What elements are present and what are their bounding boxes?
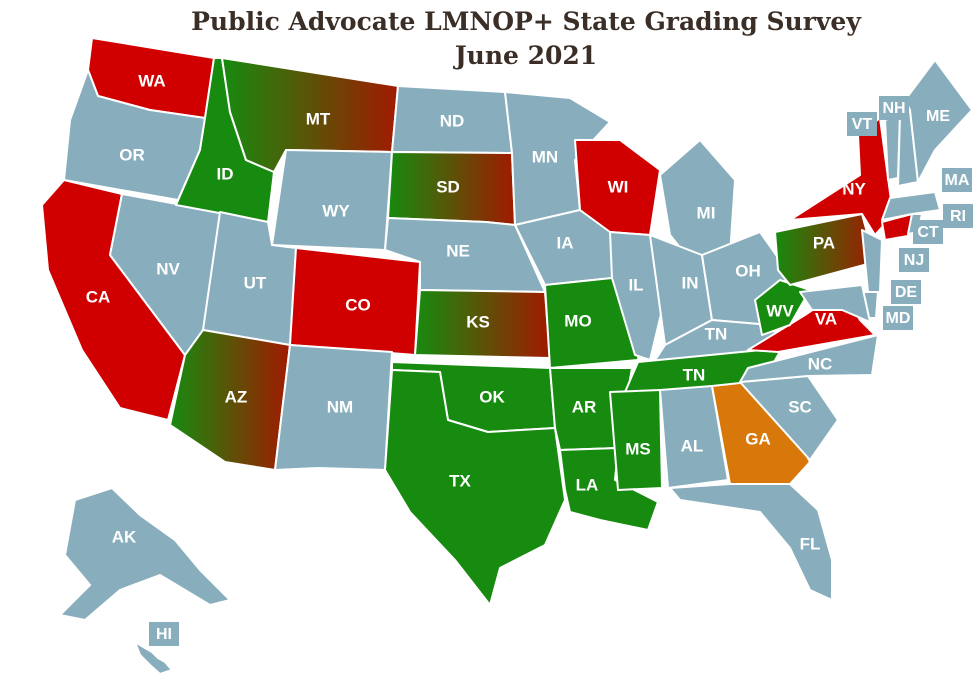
- state-ms[interactable]: [609, 389, 663, 491]
- label-box-bg: [879, 96, 909, 120]
- state-sd[interactable]: [387, 151, 516, 226]
- state-label-box-nj: NJ: [899, 248, 929, 272]
- map-title: Public Advocate LMNOP+ State Grading Sur…: [191, 7, 861, 36]
- state-wv[interactable]: [754, 279, 811, 336]
- state-label-box-md: MD: [883, 306, 913, 330]
- state-label-vt: VT: [852, 116, 873, 133]
- state-ak[interactable]: [59, 487, 231, 621]
- state-al[interactable]: [659, 385, 729, 489]
- label-box-bg: [942, 168, 972, 192]
- state-label-de: DE: [895, 284, 918, 301]
- state-pa[interactable]: [774, 213, 876, 286]
- state-label-ma: MA: [945, 172, 970, 189]
- state-wy[interactable]: [271, 149, 393, 251]
- state-nd[interactable]: [391, 85, 513, 154]
- state-label-box-nh: NH: [879, 96, 909, 120]
- state-label-box-me: ME: [923, 104, 953, 128]
- state-az[interactable]: [169, 329, 291, 471]
- label-box-bg: [847, 112, 877, 136]
- state-nj[interactable]: [861, 229, 883, 293]
- state-label-box-ri: RI: [943, 204, 973, 228]
- state-hi[interactable]: [134, 641, 173, 675]
- state-md[interactable]: [799, 284, 871, 323]
- label-box-bg: [899, 248, 929, 272]
- label-box-bg: [943, 204, 973, 228]
- state-nc[interactable]: [739, 334, 879, 383]
- label-box-bg: [149, 622, 179, 646]
- state-mi[interactable]: [659, 139, 736, 261]
- map-subtitle: June 2021: [454, 41, 598, 70]
- state-tx[interactable]: [384, 369, 566, 606]
- label-box-bg: [883, 306, 913, 330]
- state-label-me: ME: [926, 108, 950, 125]
- state-label-box-vt: VT: [847, 112, 877, 136]
- label-box-bg: [913, 220, 943, 244]
- state-ma[interactable]: [881, 191, 941, 221]
- state-nm[interactable]: [274, 344, 393, 471]
- state-label-box-ma: MA: [942, 168, 972, 192]
- label-box-bg: [923, 104, 953, 128]
- state-label-ri: RI: [950, 208, 966, 225]
- state-label-box-hi: HI: [149, 622, 179, 646]
- state-label-box-de: DE: [891, 280, 921, 304]
- state-fl[interactable]: [669, 483, 833, 601]
- state-label-ct: CT: [917, 224, 939, 241]
- state-label-md: MD: [886, 310, 911, 327]
- state-label-box-ct: CT: [913, 220, 943, 244]
- state-ks[interactable]: [414, 289, 551, 359]
- label-box-bg: [891, 280, 921, 304]
- state-co[interactable]: [289, 247, 421, 356]
- state-label-nh: NH: [882, 100, 905, 117]
- state-label-hi: HI: [156, 626, 172, 643]
- state-label-nj: NJ: [904, 252, 924, 269]
